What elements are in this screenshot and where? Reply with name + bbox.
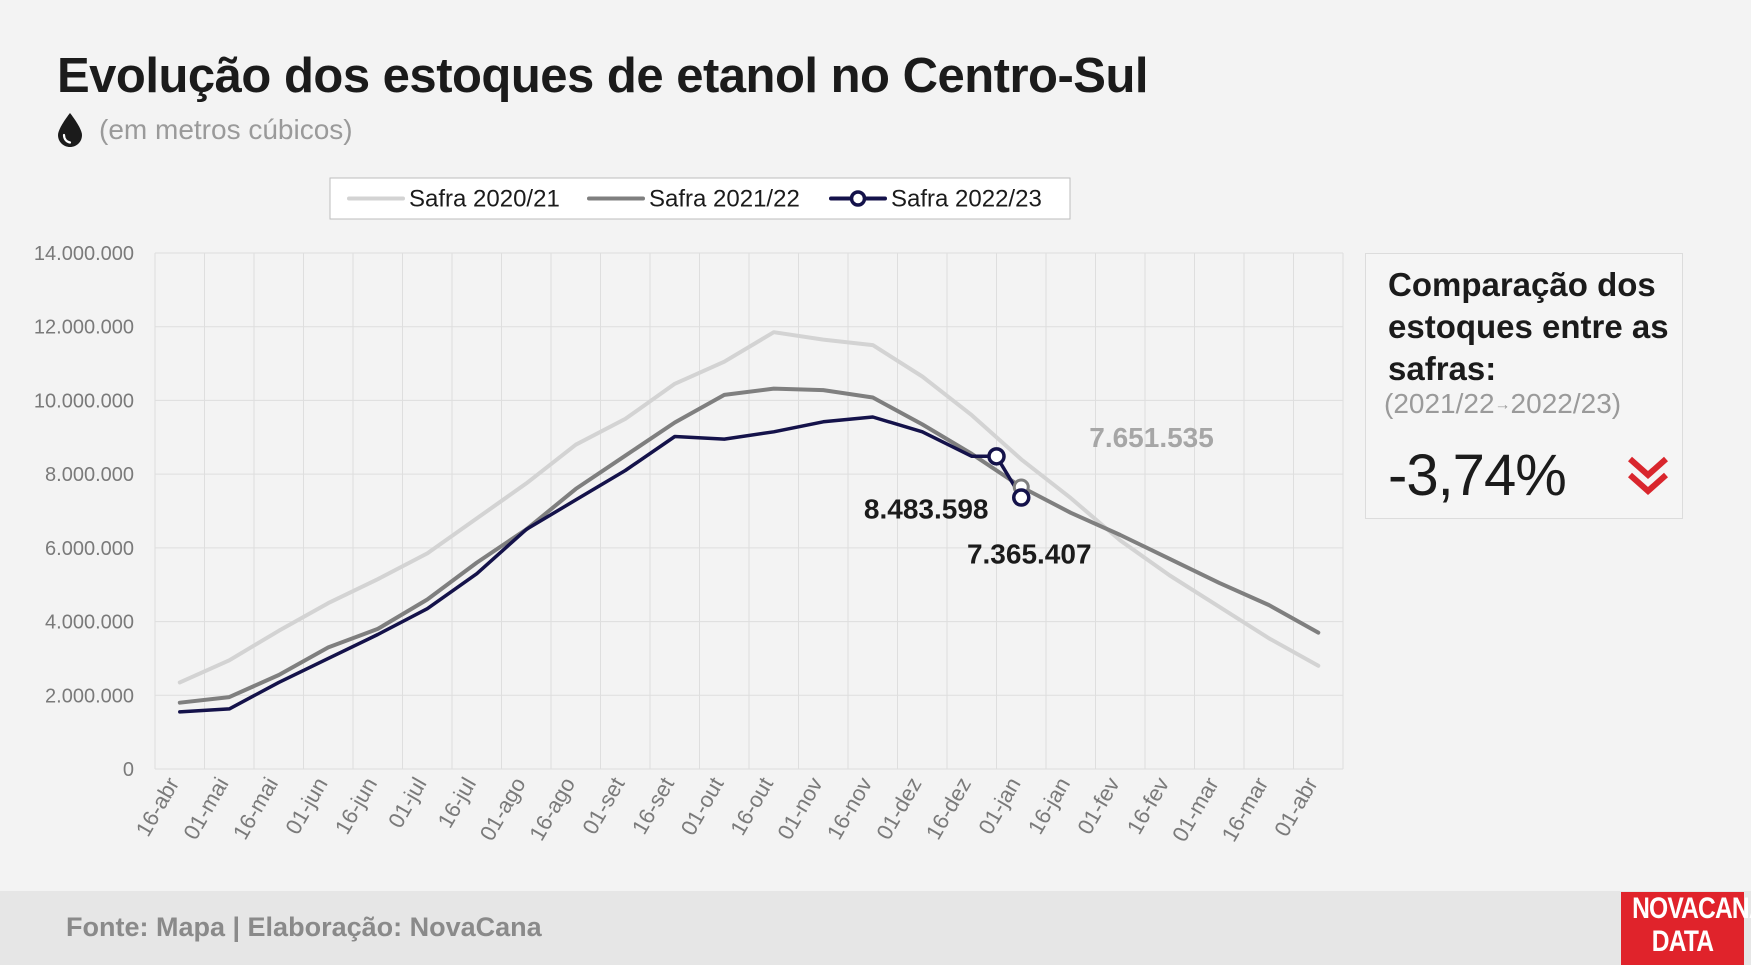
double-chevron-down-icon: [1628, 456, 1668, 496]
panel-title: Comparação dos estoques entre as safras:: [1388, 266, 1669, 387]
y-tick-label: 12.000.000: [34, 317, 134, 339]
data-label: 7.651.535: [1089, 422, 1214, 453]
legend-box: [329, 177, 1071, 220]
x-tick-label: 01-fev: [1072, 773, 1124, 838]
logo-line-2: DATA: [1651, 925, 1714, 958]
panel-range: (2021/22→2022/23): [1384, 388, 1621, 420]
data-label: 7.365.407: [967, 539, 1092, 570]
y-tick-label: 6.000.000: [45, 538, 134, 560]
y-tick-label: 10.000.000: [34, 390, 134, 412]
x-tick-label: 16-nov: [822, 773, 877, 844]
line-chart: 0 2.000.000 4.000.000 6.000.000 8.000.000 10.…: [34, 177, 1344, 846]
x-tick-label: 01-abr: [1269, 773, 1322, 841]
x-tick-label: 01-mar: [1167, 773, 1223, 846]
x-tick-label: 01-mai: [178, 773, 233, 844]
x-tick-label: 01-jun: [280, 773, 332, 838]
y-tick-label: 2.000.000: [45, 685, 134, 707]
y-tick-label: 4.000.000: [45, 612, 134, 634]
x-tick-label: 01-jul: [383, 773, 432, 832]
chart-subtitle: (em metros cúbicos): [99, 114, 353, 145]
x-tick-label: 16-abr: [131, 773, 184, 841]
legend-marker: [849, 190, 867, 207]
series-line-1: [177, 330, 1321, 685]
range-to: 2022/23): [1510, 388, 1622, 419]
data-point-marker: [987, 447, 1006, 466]
x-tick-label: 01-nov: [772, 773, 827, 844]
y-tick-label: 14.000.000: [34, 243, 134, 265]
x-tick-label: 01-jan: [973, 773, 1025, 838]
data-point-marker: [1012, 488, 1031, 507]
y-tick-label: 0: [123, 759, 134, 781]
comparison-panel: Comparação dos estoques entre as safras:…: [1365, 253, 1683, 519]
x-tick-label: 16-jun: [330, 773, 382, 838]
x-tick-label: 16-dez: [921, 773, 976, 844]
chart-title: Evolução dos estoques de etanol no Centr…: [57, 49, 1149, 103]
y-tick-label: 8.000.000: [45, 464, 134, 486]
footer: Fonte: Mapa | Elaboração: NovaCana: [0, 891, 1751, 965]
data-label: 8.483.598: [864, 493, 989, 524]
legend-label: Safra 2022/23: [891, 186, 1042, 213]
x-tick-label: 16-mai: [228, 773, 283, 844]
legend-label: Safra 2020/21: [409, 186, 560, 213]
x-tick-label: 16-ago: [524, 773, 580, 845]
droplet-icon: [58, 113, 82, 147]
novacana-data-logo: NOVACANA DATA: [1621, 892, 1751, 965]
series-line-2: [177, 386, 1321, 705]
series-line-3: [178, 415, 1024, 714]
x-tick-label: 16-mar: [1217, 773, 1273, 846]
x-tick-label: 01-out: [676, 773, 729, 840]
x-tick-label: 16-fev: [1122, 773, 1174, 838]
logo-line-1: NOVACANA: [1632, 892, 1751, 925]
subtitle-row: (em metros cúbicos): [57, 112, 353, 148]
x-tick-label: 16-set: [627, 773, 679, 838]
legend-label: Safra 2021/22: [649, 186, 800, 213]
legend: Safra 2020/21 Safra 2021/22 Safra 2022/23: [329, 177, 1071, 220]
x-tick-label: 16-jan: [1023, 773, 1075, 838]
panel-percent-change: -3,74%: [1388, 443, 1567, 508]
range-from: (2021/22: [1384, 388, 1495, 419]
x-tick-label: 01-set: [577, 773, 629, 838]
x-tick-label: 16-jul: [433, 773, 482, 832]
arrow-right-icon: →: [1494, 396, 1511, 414]
x-tick-label: 01-ago: [475, 773, 531, 845]
source-text: Fonte: Mapa | Elaboração: NovaCana: [66, 912, 542, 942]
x-tick-label: 16-out: [725, 773, 778, 840]
x-tick-label: 01-dez: [871, 773, 926, 844]
